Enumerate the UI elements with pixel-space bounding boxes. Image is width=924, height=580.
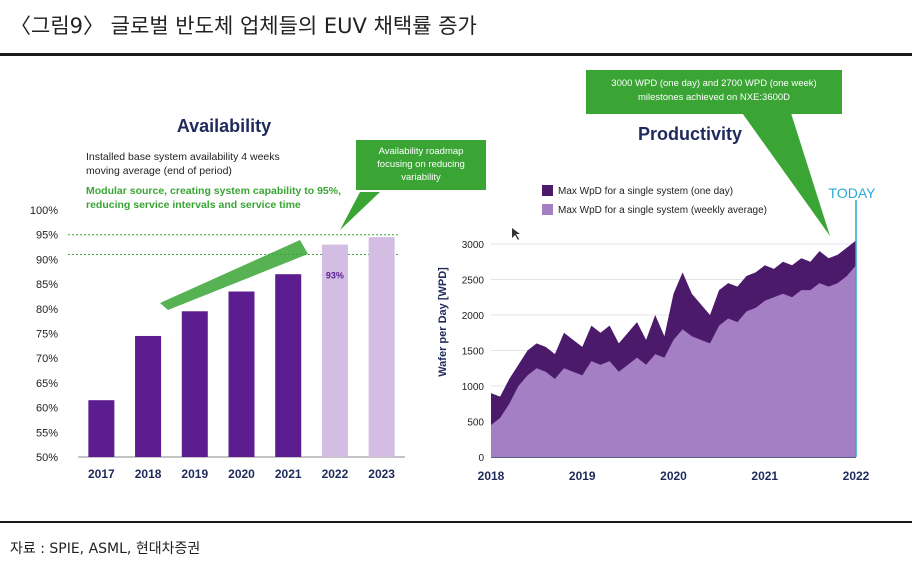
availability-ytick-label: 85% — [36, 279, 58, 291]
availability-highlight-line-2: reducing service intervals and service t… — [86, 199, 301, 211]
availability-ytick-label: 95% — [36, 230, 58, 242]
availability-ytick-label: 75% — [36, 329, 58, 341]
productivity-callout-line-2: milestones achieved on NXE:3600D — [638, 92, 790, 103]
availability-subtitle-line-1: Installed base system availability 4 wee… — [86, 151, 280, 163]
figure-title: 〈그림9〉 글로벌 반도체 업체들의 EUV 채택률 증가 — [10, 14, 477, 38]
availability-data-label: 93% — [326, 271, 344, 281]
availability-bar — [228, 291, 255, 457]
availability-ytick-label: 70% — [36, 353, 58, 365]
legend-label-one-day: Max WpD for a single system (one day) — [558, 186, 733, 197]
productivity-ytick-label: 2500 — [462, 276, 485, 287]
productivity-xtick-label: 2021 — [751, 469, 778, 483]
top-rule — [0, 53, 912, 56]
productivity-chart: Productivity 3000 WPD (one day) and 2700… — [437, 70, 876, 483]
productivity-ytick-label: 2000 — [462, 311, 485, 322]
source-note: 자료 : SPIE, ASML, 현대차증권 — [10, 541, 201, 557]
legend-swatch-weekly — [542, 204, 553, 215]
availability-xtick-label: 2020 — [228, 467, 255, 481]
productivity-ytick-label: 1000 — [462, 382, 485, 393]
productivity-ytick-label: 3000 — [462, 240, 485, 251]
availability-bar — [181, 311, 208, 457]
availability-xtick-label: 2023 — [368, 467, 395, 481]
availability-chart: Availability Installed base system avail… — [30, 116, 486, 481]
availability-bar — [321, 244, 348, 457]
availability-xtick-label: 2021 — [275, 467, 302, 481]
productivity-xtick-label: 2019 — [569, 469, 596, 483]
productivity-ytick-label: 0 — [478, 453, 484, 464]
availability-bar — [88, 400, 115, 457]
availability-callout-box — [356, 140, 486, 190]
productivity-title: Productivity — [638, 124, 742, 144]
availability-callout-pointer — [340, 192, 380, 230]
trend-arrow — [160, 240, 308, 310]
availability-ytick-label: 55% — [36, 427, 58, 439]
availability-ytick-label: 80% — [36, 304, 58, 316]
availability-xtick-label: 2018 — [135, 467, 162, 481]
productivity-xtick-label: 2022 — [843, 469, 870, 483]
productivity-callout-line-1: 3000 WPD (one day) and 2700 WPD (one wee… — [611, 78, 816, 89]
availability-xtick-label: 2019 — [181, 467, 208, 481]
availability-callout-line-3: variability — [401, 172, 441, 183]
legend-label-weekly: Max WpD for a single system (weekly aver… — [558, 205, 767, 216]
productivity-xtick-label: 2018 — [478, 469, 505, 483]
availability-callout-line-2: focusing on reducing — [377, 159, 465, 170]
availability-bar — [368, 237, 395, 457]
productivity-xtick-label: 2020 — [660, 469, 687, 483]
productivity-ytick-label: 500 — [467, 418, 484, 429]
productivity-ylabel: Wafer per Day [WPD] — [437, 267, 449, 377]
availability-bar — [135, 335, 162, 457]
availability-ytick-label: 65% — [36, 378, 58, 390]
weekly-area — [491, 265, 856, 457]
productivity-callout-pointer — [740, 110, 830, 236]
availability-ytick-label: 100% — [30, 205, 58, 217]
availability-xtick-label: 2017 — [88, 467, 115, 481]
productivity-ytick-label: 1500 — [462, 347, 485, 358]
availability-ytick-label: 90% — [36, 254, 58, 266]
availability-title: Availability — [177, 116, 271, 136]
cursor-icon — [512, 228, 520, 240]
availability-bar — [275, 274, 302, 457]
today-marker-label: TODAY — [829, 185, 877, 201]
legend-swatch-one-day — [542, 185, 553, 196]
availability-highlight-line-1: Modular source, creating system capabili… — [86, 185, 341, 197]
availability-ytick-label: 60% — [36, 403, 58, 415]
availability-callout-line-1: Availability roadmap — [379, 146, 464, 157]
bottom-rule — [0, 521, 912, 523]
availability-xtick-label: 2022 — [322, 467, 349, 481]
productivity-callout-box — [586, 70, 842, 114]
availability-subtitle-line-2: moving average (end of period) — [86, 165, 232, 177]
availability-ytick-label: 50% — [36, 452, 58, 464]
